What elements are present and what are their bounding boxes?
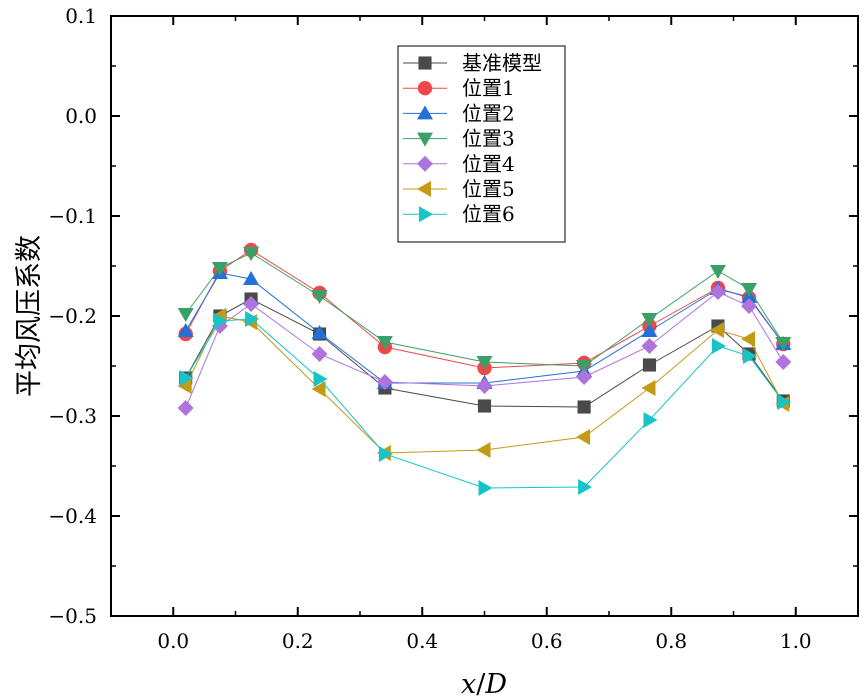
data-point bbox=[709, 284, 726, 300]
data-point bbox=[578, 479, 593, 495]
x-tick-label: 0.2 bbox=[282, 629, 314, 653]
data-point bbox=[243, 296, 260, 312]
data-point bbox=[741, 283, 758, 297]
data-point bbox=[177, 378, 192, 394]
data-point bbox=[476, 356, 493, 370]
data-point bbox=[775, 354, 792, 370]
x-tick-label: 0.4 bbox=[406, 629, 438, 653]
data-point bbox=[477, 399, 492, 413]
data-point bbox=[576, 369, 593, 385]
data-point bbox=[245, 311, 260, 327]
y-tick-label: −0.5 bbox=[48, 604, 97, 628]
data-point bbox=[177, 400, 194, 416]
y-tick-label: −0.1 bbox=[48, 204, 97, 228]
x-axis-title: x/D bbox=[461, 669, 507, 697]
legend-label: 位置1 bbox=[462, 76, 515, 100]
legend-label: 基准模型 bbox=[462, 51, 542, 75]
y-tick-label: −0.4 bbox=[48, 504, 97, 528]
legend-marker bbox=[417, 81, 433, 96]
y-tick-label: −0.2 bbox=[48, 304, 97, 328]
data-point bbox=[577, 400, 591, 414]
data-point bbox=[311, 381, 326, 397]
data-point bbox=[243, 271, 260, 285]
data-point bbox=[476, 378, 493, 394]
y-tick-label: 0.1 bbox=[65, 4, 97, 28]
data-point bbox=[576, 429, 591, 445]
series-line bbox=[185, 252, 784, 367]
data-point bbox=[709, 265, 726, 279]
legend-label: 位置5 bbox=[462, 177, 515, 201]
data-point bbox=[376, 336, 393, 350]
data-point bbox=[478, 480, 493, 496]
data-point bbox=[775, 337, 792, 351]
data-point bbox=[311, 325, 328, 339]
legend-label: 位置4 bbox=[462, 152, 515, 176]
legend-item: 基准模型 bbox=[403, 51, 542, 75]
x-tick-label: 0.6 bbox=[531, 629, 563, 653]
data-point bbox=[743, 348, 758, 364]
data-point bbox=[376, 374, 393, 390]
data-point bbox=[311, 346, 328, 362]
series-1 bbox=[179, 292, 790, 414]
data-point bbox=[179, 370, 194, 386]
data-point bbox=[642, 358, 657, 372]
data-point bbox=[177, 323, 194, 337]
legend-item: 位置3 bbox=[403, 127, 515, 151]
series-layer bbox=[177, 242, 792, 496]
legend-label: 位置3 bbox=[462, 127, 515, 151]
data-point bbox=[313, 371, 328, 387]
data-point bbox=[711, 338, 726, 354]
data-point bbox=[741, 331, 756, 347]
legend-item: 位置2 bbox=[403, 101, 515, 125]
data-point bbox=[378, 446, 393, 462]
legend-marker bbox=[417, 132, 433, 147]
x-tick-label: 1.0 bbox=[780, 629, 812, 653]
data-point bbox=[243, 247, 260, 261]
data-point bbox=[476, 442, 491, 458]
legend-label: 位置6 bbox=[462, 202, 515, 226]
legend-marker bbox=[418, 56, 432, 70]
data-point bbox=[709, 322, 724, 338]
data-point bbox=[641, 313, 658, 327]
y-tick-label: 0.0 bbox=[65, 104, 97, 128]
data-point bbox=[177, 308, 194, 322]
y-axis-title: 平均风压系数 bbox=[14, 235, 45, 397]
y-tick-label: −0.3 bbox=[48, 404, 97, 428]
data-point bbox=[741, 298, 758, 314]
x-axis-title-var2: D bbox=[484, 669, 507, 697]
data-point bbox=[211, 262, 228, 276]
series-7 bbox=[179, 311, 792, 496]
x-tick-label: 0.8 bbox=[655, 629, 687, 653]
x-axis-title-sep: / bbox=[476, 669, 486, 697]
series-5 bbox=[177, 284, 792, 416]
data-point bbox=[576, 360, 593, 374]
series-4 bbox=[177, 247, 792, 374]
data-point bbox=[311, 290, 328, 304]
legend-marker bbox=[417, 155, 433, 172]
legend-marker bbox=[417, 181, 431, 197]
legend-marker bbox=[417, 105, 433, 120]
data-point bbox=[777, 394, 792, 410]
legend-label: 位置2 bbox=[462, 101, 515, 125]
data-point bbox=[641, 380, 656, 396]
x-axis-title-var1: x bbox=[461, 669, 476, 697]
legend-marker bbox=[419, 206, 433, 223]
legend-item: 位置5 bbox=[403, 177, 515, 201]
x-tick-label: 0.0 bbox=[157, 629, 189, 653]
data-point bbox=[641, 323, 658, 337]
legend-item: 位置6 bbox=[403, 202, 515, 226]
data-point bbox=[643, 412, 658, 428]
ticks-layer: 0.0 0.2 0.4 0.6 0.8 1.0 −0.5 −0.4 −0.3 −0.2 −0.1 0.… bbox=[48, 4, 858, 653]
data-point bbox=[641, 338, 658, 354]
legend-item: 位置4 bbox=[403, 152, 515, 176]
legend-item: 位置1 bbox=[403, 76, 515, 100]
data-point bbox=[213, 313, 228, 329]
